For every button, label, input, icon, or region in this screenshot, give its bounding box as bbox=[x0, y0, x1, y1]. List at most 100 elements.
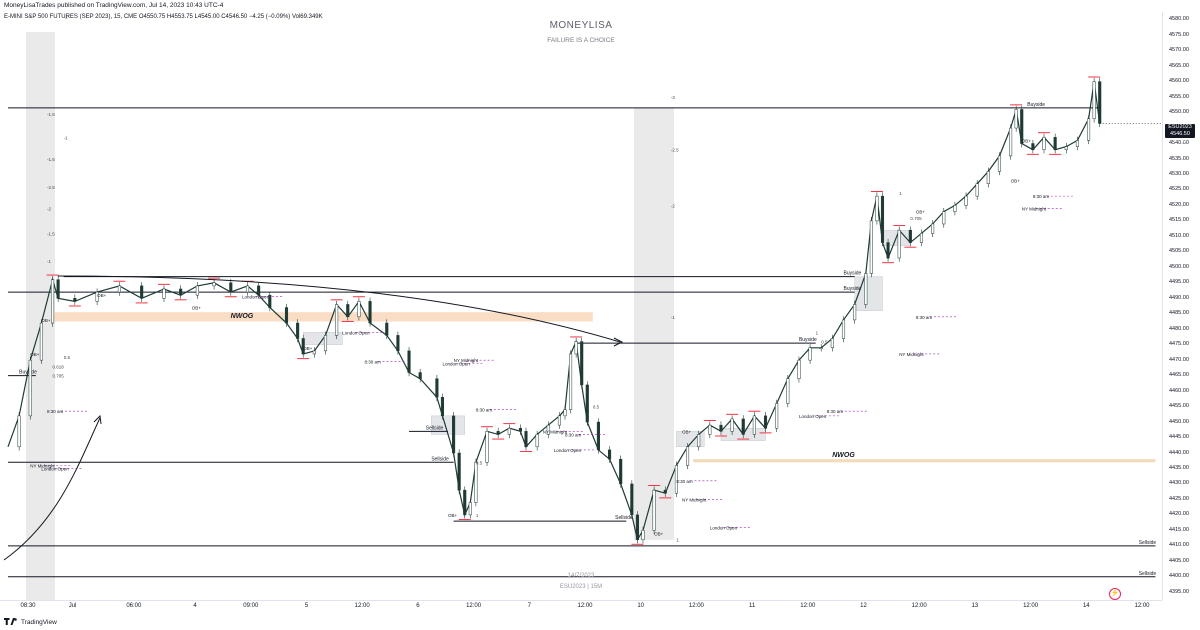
session-label: London Open bbox=[41, 466, 69, 471]
time-tick-label: Jul bbox=[68, 603, 77, 609]
candle-up bbox=[869, 220, 873, 274]
candle-up bbox=[841, 319, 846, 339]
candle-up bbox=[775, 403, 779, 429]
nwog-label: NWOG bbox=[231, 313, 254, 320]
time-tick-label: 5 bbox=[304, 603, 309, 609]
candle-up bbox=[323, 335, 328, 352]
candle-up bbox=[474, 462, 478, 503]
candle-down bbox=[1020, 109, 1024, 144]
candle-up bbox=[95, 291, 99, 302]
candle-up bbox=[1092, 81, 1096, 120]
price-scale[interactable]: 4580.00 4575.00 4570.00 4565.00 4560.00 4555.… bbox=[1162, 12, 1200, 600]
footer-brand[interactable]: TradingView bbox=[4, 617, 57, 626]
fib-level-label: -1.5 bbox=[47, 112, 55, 117]
price-tick-label: 4560.00 bbox=[1169, 78, 1189, 85]
order-block-label: OB+ bbox=[30, 352, 40, 357]
liquidity-level-label: Sellside bbox=[1139, 571, 1157, 577]
price-chart[interactable]: NWOGNWOGBuysideBuysideBuysideBuysideBuys… bbox=[0, 0, 1162, 600]
price-tick-label: 4490.00 bbox=[1169, 294, 1189, 301]
price-tick-label: 4425.00 bbox=[1169, 495, 1189, 502]
fib-level-label: -2 bbox=[64, 15, 68, 20]
candle-down bbox=[619, 458, 623, 485]
liquidity-level-label: Buyside bbox=[1027, 102, 1045, 108]
candle-up bbox=[931, 223, 935, 234]
candle-up bbox=[919, 233, 924, 243]
price-tick-label: 4405.00 bbox=[1169, 557, 1189, 564]
session-label: 8:30 am bbox=[47, 409, 64, 414]
candle-down bbox=[518, 427, 522, 432]
price-tick-label: 4455.00 bbox=[1169, 403, 1189, 410]
price-tick-label: 4430.00 bbox=[1169, 480, 1189, 487]
candle-down bbox=[73, 298, 77, 302]
candle-up bbox=[641, 530, 645, 540]
price-tick-label: 4475.00 bbox=[1169, 341, 1189, 348]
session-label: London Open bbox=[710, 525, 738, 530]
candle-up bbox=[335, 304, 339, 336]
watermark-title: MONEYLISA bbox=[549, 20, 613, 31]
liquidity-level-label: Buyside bbox=[799, 337, 817, 343]
time-tick-label: 14 bbox=[1082, 603, 1090, 609]
candle-up bbox=[708, 424, 712, 435]
price-tick-label: 4415.00 bbox=[1169, 526, 1189, 533]
time-tick-label: 12:00 bbox=[1134, 603, 1150, 609]
session-label: London Open bbox=[554, 448, 582, 453]
fib-level-label: 0.5 bbox=[821, 340, 828, 345]
time-tick-label: 6 bbox=[416, 603, 420, 609]
session-label: 8:30 am bbox=[364, 360, 381, 365]
price-label-symbol: ESU2023 bbox=[1168, 124, 1192, 130]
price-tick-label: 4580.00 bbox=[1169, 16, 1189, 23]
candle-up bbox=[830, 338, 834, 349]
time-tick-label: 10 bbox=[637, 603, 645, 609]
candle-down bbox=[229, 282, 233, 293]
session-label: NY Midnight bbox=[30, 463, 55, 468]
candle-up bbox=[39, 322, 43, 361]
session-label: 8:30 am bbox=[827, 409, 844, 414]
fib-level-label: 0.618 bbox=[53, 364, 65, 369]
candle-down bbox=[1031, 143, 1035, 150]
fib-level-label: 0.5 bbox=[64, 355, 71, 360]
price-tick-label: 4400.00 bbox=[1169, 573, 1189, 580]
fib-level-label: 0.5 bbox=[476, 460, 483, 465]
fib-level-label: 0.705 bbox=[910, 216, 922, 221]
price-tick-label: 4575.00 bbox=[1169, 31, 1189, 38]
liquidity-level-label: Buyside bbox=[844, 271, 862, 277]
time-axis[interactable]: 08:30 Jul 06:00 4 09:00 5 12:00 6 12:00 7 12:00 10 1… bbox=[0, 600, 1162, 615]
price-tick-label: 4445.00 bbox=[1169, 434, 1189, 441]
price-tick-label: 4460.00 bbox=[1169, 387, 1189, 394]
time-tick-label: 12:00 bbox=[1023, 603, 1039, 609]
candle-down bbox=[1098, 81, 1102, 124]
session-label: NY Midnight bbox=[543, 429, 568, 434]
candle-up bbox=[752, 415, 756, 435]
fib-level-label: -2.5 bbox=[47, 185, 55, 190]
price-tick-label: 4565.00 bbox=[1169, 62, 1189, 69]
time-tick-label: 12:00 bbox=[688, 603, 704, 609]
candle-up bbox=[535, 434, 539, 448]
candle-down bbox=[385, 322, 389, 336]
candle-up bbox=[507, 427, 511, 435]
price-tick-label: 4570.00 bbox=[1169, 47, 1189, 54]
liquidity-level-label: Sellside bbox=[615, 515, 633, 521]
nwog-label: NWOG bbox=[832, 452, 855, 459]
candle-up bbox=[546, 424, 550, 435]
flash-icon[interactable]: ⚡ bbox=[1109, 588, 1121, 600]
candle-up bbox=[986, 171, 990, 185]
time-tick-label: 4 bbox=[193, 603, 197, 609]
candle-down bbox=[585, 384, 589, 423]
session-label: 8:30 am bbox=[916, 315, 933, 320]
candle-up bbox=[468, 502, 472, 516]
candle-down bbox=[452, 415, 456, 454]
last-price-label: ESU2023 4546.50 01:47 bbox=[1165, 124, 1195, 144]
tradingview-logo-icon bbox=[4, 618, 17, 625]
candle-down bbox=[284, 307, 289, 324]
candle-down bbox=[435, 378, 439, 398]
price-tick-label: 4540.00 bbox=[1169, 140, 1189, 147]
candle-up bbox=[1064, 146, 1068, 150]
session-label: NY Midnight bbox=[454, 358, 479, 363]
candle-up bbox=[245, 285, 250, 293]
candle-up bbox=[942, 211, 946, 225]
session-label: London Open bbox=[799, 414, 827, 419]
order-block-label: OB+ bbox=[654, 531, 664, 536]
order-block-label: OB+ bbox=[41, 318, 51, 323]
candle-down bbox=[368, 301, 372, 324]
candle-up bbox=[853, 304, 857, 321]
